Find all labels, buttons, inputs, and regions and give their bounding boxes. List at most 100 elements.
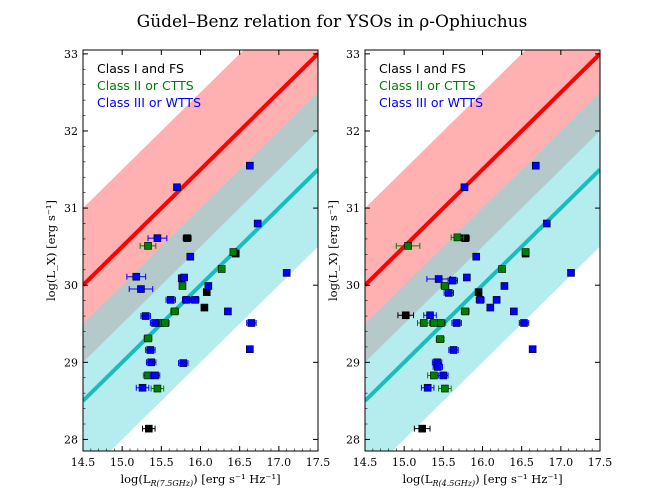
data-point xyxy=(246,161,254,170)
point-marker xyxy=(461,307,470,316)
point-marker xyxy=(437,319,445,327)
point-marker xyxy=(141,312,150,320)
data-point xyxy=(143,334,153,343)
point-marker xyxy=(460,183,469,192)
point-marker xyxy=(448,276,457,285)
x-axis-label-rest: ) [erg s⁻¹ Hz⁻¹] xyxy=(475,472,562,486)
point-marker xyxy=(418,424,426,433)
data-point xyxy=(413,424,431,433)
point-marker xyxy=(161,319,170,327)
data-point xyxy=(180,273,188,282)
data-point xyxy=(181,296,191,304)
point-marker xyxy=(472,252,481,261)
legend-entry: Class II or CTTS xyxy=(379,78,476,93)
data-point xyxy=(282,269,291,277)
right-panel: Class I and FS Class II or CTTS Class III … xyxy=(326,48,613,488)
plot-area xyxy=(365,50,600,451)
point-marker xyxy=(521,248,530,256)
data-point xyxy=(438,384,452,393)
data-point xyxy=(149,371,161,380)
point-marker xyxy=(229,248,238,256)
point-marker xyxy=(492,296,501,304)
point-marker xyxy=(146,346,155,354)
data-point xyxy=(246,319,257,327)
data-point xyxy=(472,252,481,261)
point-marker xyxy=(178,282,187,290)
point-marker xyxy=(217,265,226,273)
data-point xyxy=(140,312,151,320)
x-tick-label: 15.0 xyxy=(392,456,417,469)
y-tick-label: 30 xyxy=(64,279,78,292)
data-point xyxy=(528,345,537,354)
cyan-relation-line xyxy=(365,168,600,403)
point-marker xyxy=(404,242,412,250)
point-marker xyxy=(474,288,483,296)
point-marker xyxy=(510,307,518,316)
point-marker xyxy=(441,282,449,290)
data-point xyxy=(498,265,506,273)
point-marker xyxy=(132,272,141,281)
x-tick-label: 17.0 xyxy=(549,456,574,469)
point-marker xyxy=(153,384,162,393)
point-marker xyxy=(145,424,153,433)
point-marker xyxy=(531,161,540,170)
point-marker xyxy=(423,383,432,392)
data-point xyxy=(149,319,161,327)
data-point xyxy=(147,234,168,242)
cyan-relation-band xyxy=(365,92,600,451)
plot-area xyxy=(83,50,318,451)
point-marker xyxy=(542,219,551,228)
point-marker xyxy=(246,345,254,354)
x-tick-label: 15.0 xyxy=(110,456,135,469)
x-tick-label: 15.5 xyxy=(431,456,456,469)
x-tick-label: 17.0 xyxy=(267,456,292,469)
data-point xyxy=(438,371,449,380)
x-tick-label: 16.0 xyxy=(188,456,213,469)
x-tick-label: 16.5 xyxy=(509,456,534,469)
data-point xyxy=(427,371,441,380)
data-point xyxy=(460,234,470,242)
legend-entry: Class III or WTTS xyxy=(97,95,201,110)
data-point xyxy=(492,296,501,304)
data-point xyxy=(170,307,180,316)
point-marker xyxy=(476,296,484,304)
data-point xyxy=(432,363,444,371)
y-axis-label: log(L_X) [erg s⁻¹] xyxy=(326,200,340,301)
point-marker xyxy=(151,371,159,380)
point-marker xyxy=(528,345,537,354)
data-point xyxy=(450,233,465,242)
cyan-relation-band xyxy=(83,92,318,451)
point-marker xyxy=(441,384,449,393)
point-marker xyxy=(498,265,506,273)
point-marker xyxy=(170,307,179,316)
data-point xyxy=(182,234,192,242)
point-marker xyxy=(200,303,209,312)
point-marker xyxy=(144,242,152,250)
data-point xyxy=(435,319,447,327)
point-marker xyxy=(567,269,575,277)
figure-title: Güdel–Benz relation for YSOs in ρ-Ophiuc… xyxy=(137,12,528,32)
y-tick-label: 33 xyxy=(64,48,78,61)
data-point xyxy=(126,272,147,281)
data-point xyxy=(542,219,551,228)
point-marker xyxy=(449,346,458,354)
legend-entry: Class I and FS xyxy=(379,61,466,76)
data-point xyxy=(531,161,540,170)
data-point xyxy=(510,307,518,316)
point-marker xyxy=(137,285,145,293)
x-tick-label: 17.5 xyxy=(588,456,613,469)
data-point xyxy=(423,311,437,320)
x-axis-label-rest: ) [erg s⁻¹ Hz⁻¹] xyxy=(193,472,280,486)
red-relation-line xyxy=(365,52,600,287)
point-marker xyxy=(153,234,162,242)
point-marker xyxy=(186,252,195,261)
data-point xyxy=(217,265,226,273)
point-marker xyxy=(151,319,159,327)
data-point xyxy=(160,319,170,327)
data-point xyxy=(128,285,154,293)
point-marker xyxy=(179,359,188,367)
data-point xyxy=(142,424,156,433)
data-point xyxy=(443,289,455,297)
point-marker xyxy=(204,282,213,290)
